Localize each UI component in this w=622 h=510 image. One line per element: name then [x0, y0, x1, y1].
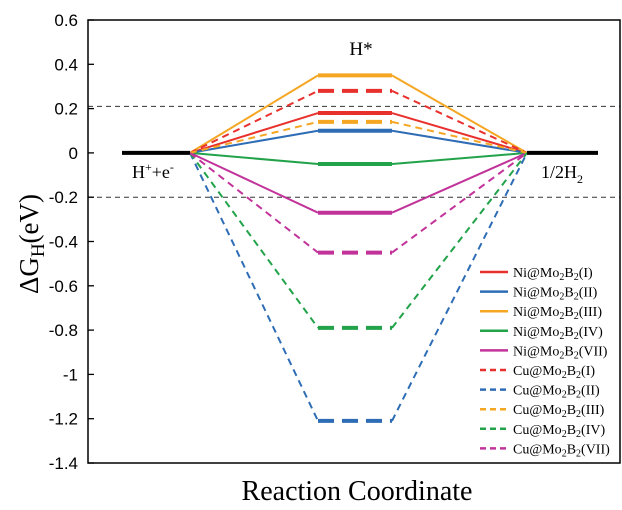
- connector-fall: [391, 89, 528, 154]
- series-profile: [189, 88, 528, 154]
- legend-label: Cu@Mo2B2(VII): [513, 442, 610, 459]
- legend-entry: Ni@Mo2B2(VII): [480, 344, 608, 361]
- connector-fall: [391, 74, 528, 154]
- legend-label: Ni@Mo2B2(I): [513, 266, 593, 283]
- connector-fall: [391, 152, 528, 329]
- legend-entry: Ni@Mo2B2(II): [480, 286, 598, 303]
- legend-entry: Cu@Mo2B2(II): [480, 384, 600, 401]
- energy-profiles: [189, 73, 528, 423]
- y-tick-label: 0: [69, 144, 78, 163]
- legend-label: Ni@Mo2B2(II): [513, 286, 598, 303]
- legend-label: Cu@Mo2B2(IV): [513, 423, 605, 440]
- legend-label: Ni@Mo2B2(III): [513, 305, 602, 322]
- legend-entry: Cu@Mo2B2(IV): [480, 423, 605, 440]
- connector-fall: [391, 151, 528, 214]
- connector-rise: [189, 120, 319, 154]
- legend-entry: Ni@Mo2B2(I): [480, 266, 593, 283]
- legend-label: Cu@Mo2B2(III): [513, 403, 605, 420]
- legend-entry: Cu@Mo2B2(III): [480, 403, 605, 420]
- connector-fall: [391, 152, 528, 422]
- legend-label: Ni@Mo2B2(VII): [513, 344, 608, 361]
- y-tick-label: 0.2: [54, 100, 78, 119]
- legend-label: Cu@Mo2B2(I): [513, 364, 595, 381]
- legend-label: Cu@Mo2B2(II): [513, 384, 600, 401]
- connector-fall: [391, 112, 528, 154]
- connector-rise: [189, 151, 319, 165]
- intermediate-state-label: H*: [349, 39, 372, 60]
- y-axis-label: ΔGH(eV): [14, 194, 49, 294]
- legend-entry: Ni@Mo2B2(IV): [480, 325, 603, 342]
- y-tick-label: -0.2: [49, 188, 78, 207]
- y-tick-label: -0.6: [49, 277, 78, 296]
- connector-fall: [391, 120, 528, 154]
- y-tick-label: -1.2: [49, 410, 78, 429]
- y-tick-label: -1.4: [49, 454, 78, 473]
- connector-fall: [391, 151, 528, 165]
- connector-fall: [391, 129, 528, 154]
- connector-rise: [189, 89, 319, 154]
- connector-fall: [391, 152, 528, 254]
- series-profile: [189, 151, 528, 166]
- y-axis-ticks: 0.6 0.4 0.2 0 -0.2 -0.4 -0.6 -0.8 -1 -1.2 -1.4: [49, 11, 94, 473]
- connector-rise: [189, 152, 319, 254]
- series-profile: [189, 152, 528, 255]
- connector-rise: [189, 112, 319, 154]
- legend-entry: Cu@Mo2B2(VII): [480, 442, 610, 459]
- y-tick-label: -1: [63, 365, 78, 384]
- y-tick-label: 0.4: [54, 55, 78, 74]
- connector-rise: [189, 152, 319, 329]
- series-profile: [189, 152, 528, 330]
- legend-entry: Cu@Mo2B2(I): [480, 364, 595, 381]
- connector-rise: [189, 151, 319, 214]
- initial-state-label: H++e-: [132, 160, 174, 182]
- legend-label: Ni@Mo2B2(IV): [513, 325, 603, 342]
- series-profile: [189, 152, 528, 423]
- series-profile: [189, 73, 528, 154]
- x-axis-label: Reaction Coordinate: [242, 476, 473, 507]
- final-state-label: 1/2H2: [541, 162, 583, 186]
- reference-lines: [88, 105, 620, 198]
- legend-entry: Ni@Mo2B2(III): [480, 305, 602, 322]
- series-profile: [189, 128, 528, 154]
- series-profile: [189, 151, 528, 215]
- connector-rise: [189, 74, 319, 154]
- legend: Ni@Mo2B2(I) Ni@Mo2B2(II) Ni@Mo2B2(III) Ni@M…: [480, 266, 610, 459]
- series-profile: [189, 119, 528, 154]
- connector-rise: [189, 152, 319, 422]
- y-tick-label: -0.8: [49, 321, 78, 340]
- series-profile: [189, 111, 528, 154]
- y-tick-label: 0.6: [54, 11, 78, 30]
- connector-rise: [189, 129, 319, 154]
- y-tick-label: -0.4: [49, 233, 78, 252]
